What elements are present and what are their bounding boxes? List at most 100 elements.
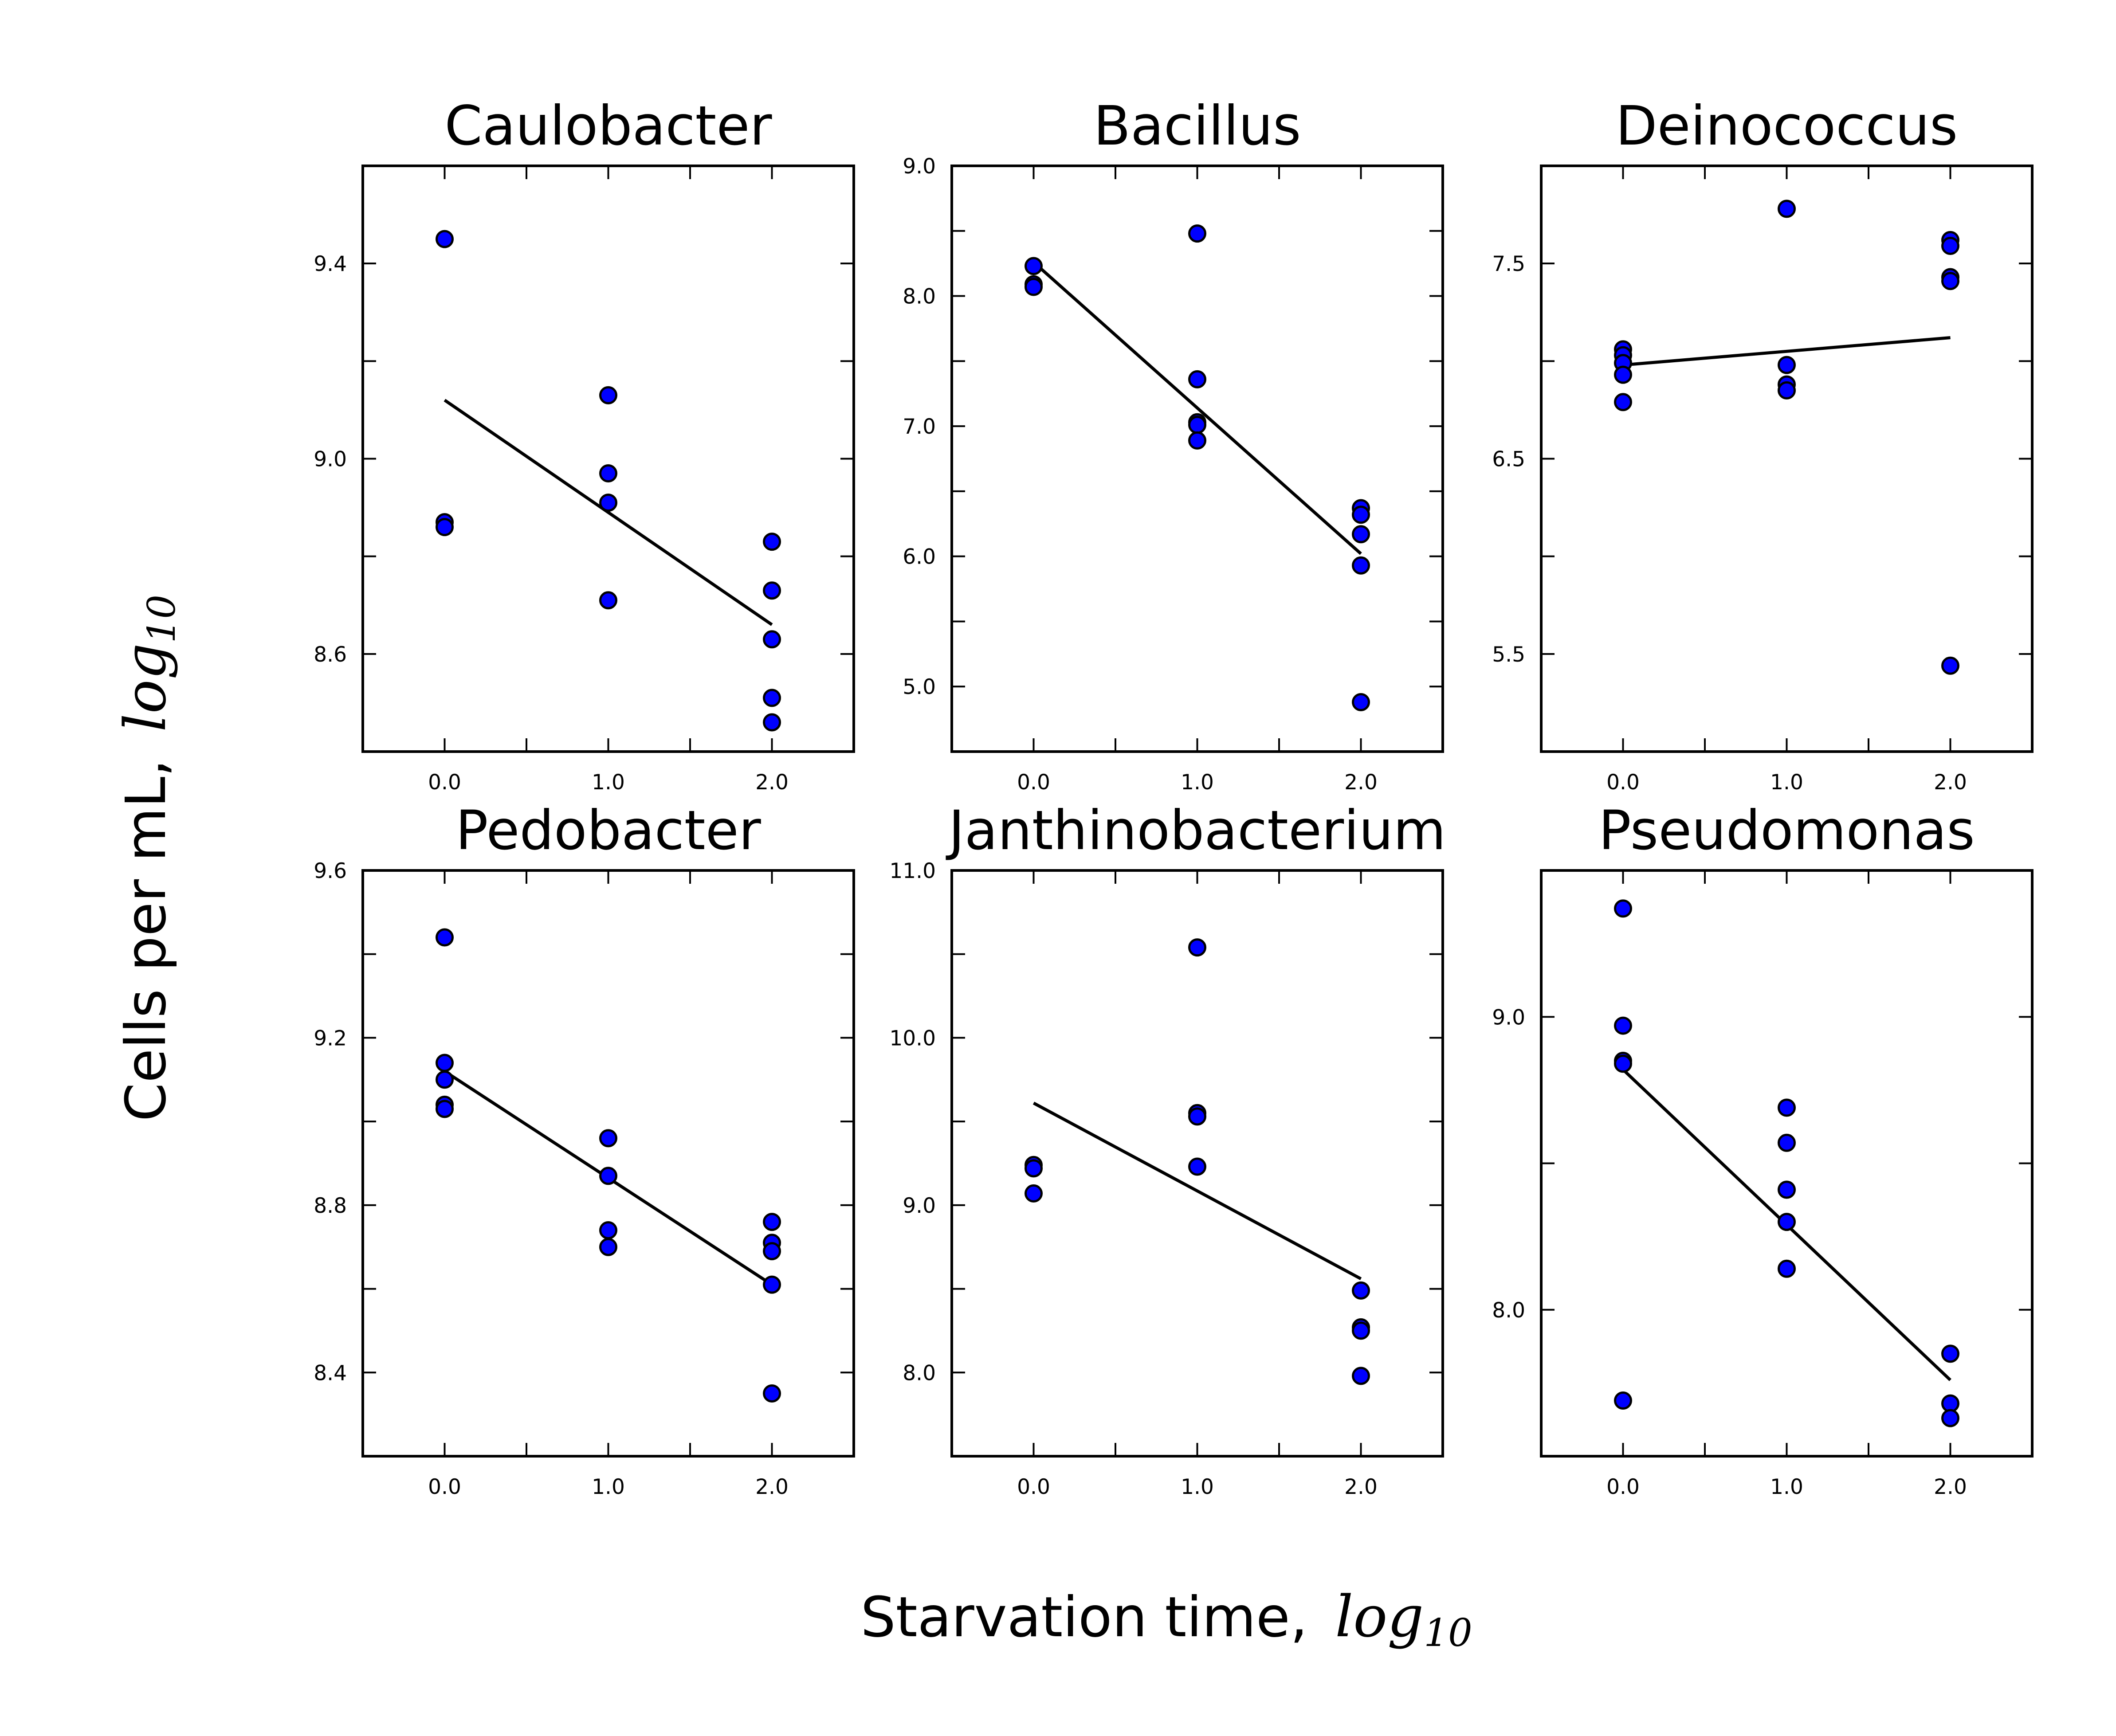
data-point-caulobacter — [436, 230, 454, 248]
x-axis-label-math-sub: 10 — [1424, 1611, 1472, 1655]
data-point-caulobacter — [599, 464, 617, 483]
data-point-bacillus — [1352, 506, 1370, 524]
y-tick-label-bacillus: 8.0 — [903, 285, 936, 309]
y-tick-label-deinococcus: 6.5 — [1492, 447, 1525, 472]
y-axis-label-math-sub: 10 — [140, 595, 184, 643]
data-point-pedobacter — [436, 1070, 454, 1089]
x-tick-label-deinococcus: 1.0 — [1770, 770, 1803, 795]
data-point-pseudomonas — [1614, 1016, 1632, 1035]
data-point-pseudomonas — [1614, 1391, 1632, 1410]
data-point-pseudomonas — [1778, 1259, 1796, 1278]
data-point-pedobacter — [436, 1054, 454, 1072]
data-point-deinococcus — [1778, 200, 1796, 218]
data-point-bacillus — [1352, 556, 1370, 575]
data-point-pseudomonas — [1778, 1213, 1796, 1231]
x-tick-label-caulobacter: 0.0 — [428, 770, 461, 795]
data-point-pedobacter — [763, 1384, 781, 1403]
x-tick-label-pseudomonas: 1.0 — [1770, 1475, 1803, 1499]
data-point-deinococcus — [1614, 365, 1632, 384]
x-tick-label-janthinobacterium: 2.0 — [1344, 1475, 1378, 1499]
panels: Caulobacter 0.0 1.0 2.0 8.6 9.0 9.4 Bacillus 0.0… — [314, 94, 2034, 1499]
data-point-bacillus — [1188, 415, 1206, 434]
data-point-deinococcus — [1941, 656, 1959, 675]
data-point-pseudomonas — [1941, 1409, 1959, 1427]
y-tick-label-janthinobacterium: 11.0 — [889, 859, 936, 883]
x-tick-label-pseudomonas: 0.0 — [1606, 1475, 1640, 1499]
x-tick-label-pedobacter: 0.0 — [428, 1475, 461, 1499]
axes-frame-deinococcus — [1540, 165, 2034, 753]
data-point-bacillus — [1352, 693, 1370, 711]
fit-line-bacillus — [1032, 261, 1362, 555]
y-tick-label-bacillus: 5.0 — [903, 675, 936, 699]
y-tick-label-pedobacter: 8.4 — [314, 1361, 347, 1385]
y-axis-label: Cells per mL, log10 — [113, 595, 184, 1121]
data-point-pseudomonas — [1778, 1133, 1796, 1152]
data-point-pseudomonas — [1941, 1344, 1959, 1363]
data-point-janthinobacterium — [1188, 938, 1206, 957]
y-tick-label-pseudomonas: 8.0 — [1492, 1298, 1525, 1323]
data-point-janthinobacterium — [1352, 1367, 1370, 1385]
data-point-janthinobacterium — [1188, 1157, 1206, 1176]
panel-pedobacter: Pedobacter 0.0 1.0 2.0 8.4 8.8 9.2 9.6 — [314, 799, 855, 1499]
data-point-bacillus — [1188, 431, 1206, 450]
panel-title-pedobacter: Pedobacter — [455, 799, 762, 862]
x-tick-label-pseudomonas: 2.0 — [1934, 1475, 1967, 1499]
y-tick-label-caulobacter: 9.4 — [314, 252, 347, 276]
data-point-pedobacter — [599, 1129, 617, 1148]
panel-title-bacillus: Bacillus — [1093, 94, 1301, 157]
data-point-pseudomonas — [1614, 899, 1632, 918]
panel-title-deinococcus: Deinococcus — [1616, 94, 1958, 157]
y-tick-label-pedobacter: 8.8 — [314, 1194, 347, 1218]
panel-title-caulobacter: Caulobacter — [444, 94, 772, 157]
data-point-deinococcus — [1941, 237, 1959, 255]
data-point-caulobacter — [599, 591, 617, 610]
y-axis-label-text: Cells per mL, — [114, 759, 178, 1121]
data-point-pedobacter — [763, 1242, 781, 1261]
x-tick-label-deinococcus: 2.0 — [1934, 770, 1967, 795]
x-tick-label-caulobacter: 1.0 — [592, 770, 625, 795]
axes-frame-pseudomonas — [1540, 869, 2034, 1458]
data-point-caulobacter — [436, 518, 454, 537]
data-point-pedobacter — [436, 928, 454, 947]
x-tick-label-deinococcus: 0.0 — [1606, 770, 1640, 795]
data-point-caulobacter — [763, 630, 781, 649]
x-axis-label-math: log — [1335, 1584, 1424, 1650]
data-point-pseudomonas — [1778, 1098, 1796, 1117]
y-tick-label-pedobacter: 9.2 — [314, 1026, 347, 1050]
panel-pseudomonas: Pseudomonas 0.0 1.0 2.0 8.0 9.0 — [1492, 799, 2034, 1499]
data-point-pedobacter — [763, 1213, 781, 1231]
data-point-caulobacter — [763, 689, 781, 707]
axes-frame-pedobacter — [361, 869, 855, 1458]
x-axis-label-text: Starvation time, — [860, 1585, 1307, 1650]
x-tick-label-janthinobacterium: 0.0 — [1017, 1475, 1050, 1499]
data-point-pedobacter — [599, 1167, 617, 1185]
data-point-janthinobacterium — [1025, 1184, 1043, 1203]
x-tick-label-bacillus: 1.0 — [1181, 770, 1214, 795]
data-point-pedobacter — [599, 1238, 617, 1256]
x-tick-label-pedobacter: 1.0 — [592, 1475, 625, 1499]
panel-caulobacter: Caulobacter 0.0 1.0 2.0 8.6 9.0 9.4 — [314, 94, 855, 795]
x-tick-label-bacillus: 0.0 — [1017, 770, 1050, 795]
data-point-bacillus — [1188, 370, 1206, 388]
data-point-caulobacter — [599, 386, 617, 404]
x-tick-label-caulobacter: 2.0 — [755, 770, 789, 795]
y-tick-label-pseudomonas: 9.0 — [1492, 1005, 1525, 1030]
y-tick-label-bacillus: 6.0 — [903, 545, 936, 569]
y-tick-label-janthinobacterium: 8.0 — [903, 1361, 936, 1385]
data-point-janthinobacterium — [1352, 1321, 1370, 1340]
data-point-pseudomonas — [1778, 1180, 1796, 1199]
axes-frame-bacillus — [950, 165, 1444, 753]
data-point-bacillus — [1025, 257, 1043, 275]
data-point-bacillus — [1025, 278, 1043, 296]
x-tick-label-pedobacter: 2.0 — [755, 1475, 789, 1499]
x-axis-label: Starvation time, log10 — [860, 1584, 1472, 1655]
x-tick-label-bacillus: 2.0 — [1344, 770, 1378, 795]
y-tick-label-bacillus: 9.0 — [903, 154, 936, 179]
panel-title-janthinobacterium: Janthinobacterium — [946, 799, 1446, 862]
data-point-pedobacter — [436, 1100, 454, 1118]
fit-line-deinococcus — [1623, 336, 1951, 367]
data-point-janthinobacterium — [1188, 1107, 1206, 1126]
panel-title-pseudomonas: Pseudomonas — [1598, 799, 1975, 862]
y-tick-label-janthinobacterium: 10.0 — [889, 1026, 936, 1050]
data-point-pedobacter — [763, 1275, 781, 1294]
